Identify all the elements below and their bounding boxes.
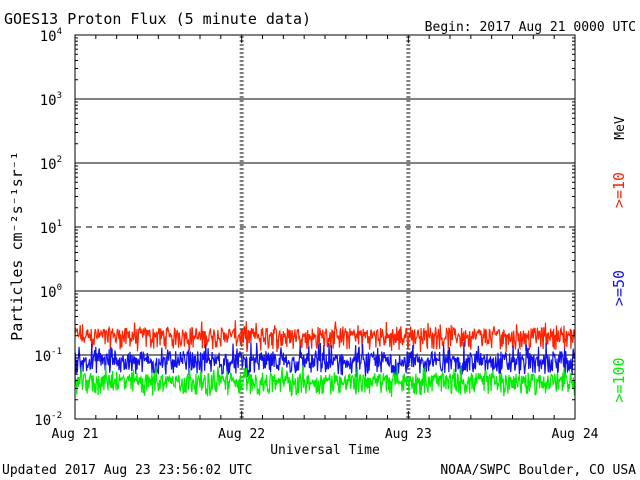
begin-date: Begin: 2017 Aug 21 0000 UTC xyxy=(425,20,636,35)
y-tick-label: 10-2 xyxy=(34,411,62,429)
y-axis: 104 103 102 101 100 10-1 10-2 xyxy=(34,27,575,429)
y-axis-label: Particles cm⁻²s⁻¹sr⁻¹ xyxy=(8,151,26,341)
day-divider-marks xyxy=(239,36,411,418)
y-tick-label: 101 xyxy=(40,219,62,237)
series-layer xyxy=(74,320,576,397)
x-tick-label: Aug 21 xyxy=(52,427,99,442)
updated-timestamp: Updated 2017 Aug 23 23:56:02 UTC xyxy=(2,463,252,478)
x-axis-label: Universal Time xyxy=(270,443,380,458)
y-tick-label: 102 xyxy=(40,155,62,173)
legend-ge10: >=10 xyxy=(610,172,628,208)
legend-ge100: >=100 xyxy=(610,357,628,402)
y-tick-label: 104 xyxy=(40,27,62,45)
y-tick-label: 103 xyxy=(40,91,62,109)
x-tick-label: Aug 24 xyxy=(552,427,599,442)
chart-title: GOES13 Proton Flux (5 minute data) xyxy=(4,10,311,28)
x-tick-label: Aug 22 xyxy=(218,427,265,442)
series-line-ge100 xyxy=(74,365,576,397)
y-tick-label: 100 xyxy=(40,283,62,301)
y-tick-label: 10-1 xyxy=(34,347,62,365)
series-line-ge50 xyxy=(74,342,576,378)
threshold-lines xyxy=(75,98,575,356)
x-tick-label: Aug 23 xyxy=(385,427,432,442)
data-source: NOAA/SWPC Boulder, CO USA xyxy=(440,463,636,478)
x-axis: Aug 21 Aug 22 Aug 23 Aug 24 xyxy=(52,35,599,442)
units-label: MeV xyxy=(613,116,628,140)
series-line-ge10 xyxy=(74,320,576,353)
legend-ge50: >=50 xyxy=(610,270,628,306)
